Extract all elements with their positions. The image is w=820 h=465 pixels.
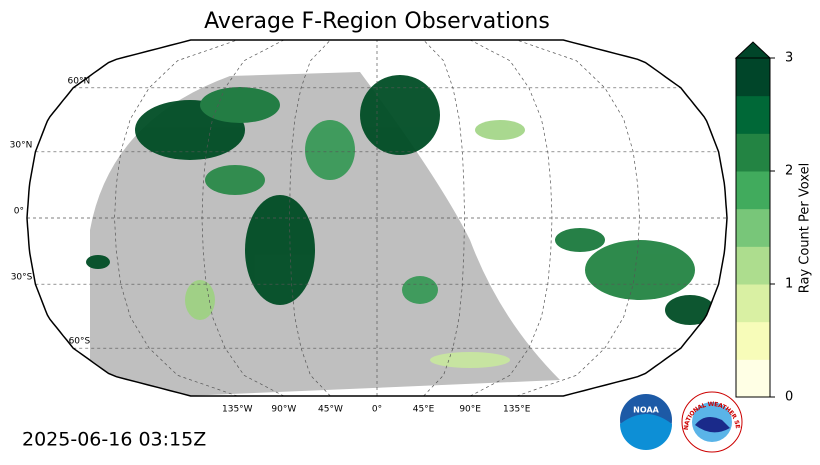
timestamp: 2025-06-16 03:15Z	[22, 429, 206, 451]
blob	[185, 280, 215, 320]
colorbar-step	[736, 171, 770, 210]
graticule	[27, 40, 727, 396]
colorbar-step	[736, 284, 770, 323]
blob	[555, 228, 605, 252]
colorbar: 0 1 2 3 Ray Count Per Voxel	[734, 41, 813, 405]
meridian	[516, 40, 640, 396]
colorbar-tick-label: 3	[785, 51, 793, 66]
colorbar-step	[736, 95, 770, 134]
blob	[665, 295, 715, 325]
lon-label: 135°W	[222, 405, 253, 415]
colorbar-label: Ray Count Per Voxel	[798, 163, 813, 293]
colorbar-step	[736, 246, 770, 285]
colorbar-tick-label: 2	[785, 164, 793, 179]
noaa-wave	[620, 414, 672, 450]
blob	[245, 195, 315, 305]
noaa-text: NOAA	[633, 406, 659, 415]
lat-label: 30°N	[10, 140, 33, 150]
blob	[86, 255, 110, 269]
blob	[200, 87, 280, 123]
colorbar-extend	[734, 41, 772, 59]
colorbar-step	[736, 133, 770, 172]
lon-label: 135°E	[503, 405, 531, 415]
blob	[305, 120, 355, 180]
lat-label: 30°S	[11, 273, 33, 283]
colorbar-tick-label: 0	[785, 390, 793, 405]
blob	[585, 240, 695, 300]
blob	[205, 165, 265, 195]
meridian	[469, 40, 553, 396]
lat-label: 60°S	[69, 337, 91, 347]
blob	[475, 120, 525, 140]
blob	[430, 352, 510, 368]
blob	[402, 276, 438, 304]
meridian	[423, 40, 465, 396]
title: Average F-Region Observations	[204, 9, 550, 34]
lon-label: 45°E	[413, 405, 435, 415]
meridian	[289, 40, 331, 396]
lat-label: 60°N	[68, 76, 91, 86]
colorbar-step	[736, 321, 770, 360]
colorbar-tick-label: 1	[785, 277, 793, 292]
noaa-logo: NOAA	[620, 394, 672, 450]
blob	[360, 75, 440, 155]
lon-label: 0°	[372, 405, 382, 415]
lat-label: 0°	[14, 207, 24, 217]
colorbar-step	[736, 58, 770, 97]
lon-label: 90°W	[271, 405, 296, 415]
lon-label: 90°E	[459, 405, 481, 415]
map-outline	[26, 39, 728, 397]
meridian	[114, 40, 238, 396]
observations	[86, 75, 715, 368]
nws-mark	[695, 416, 730, 433]
meridian	[201, 40, 285, 396]
colorbar-step	[736, 208, 770, 247]
colorbar-frame	[735, 57, 771, 398]
colorbar-step	[736, 359, 770, 398]
lon-label: 45°W	[318, 405, 343, 415]
